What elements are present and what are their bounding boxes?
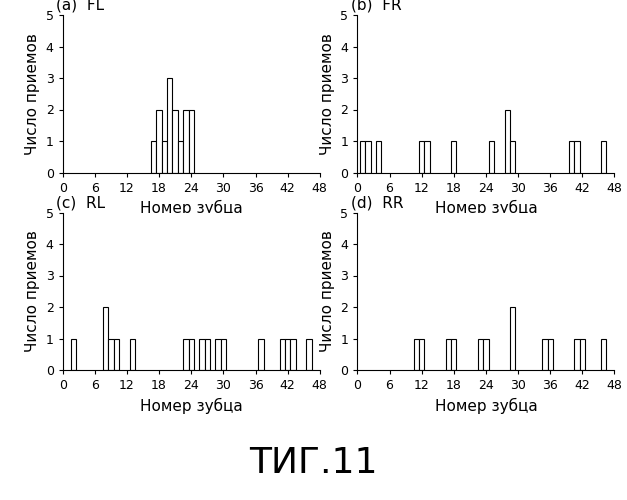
Bar [510, 307, 515, 370]
Bar [204, 338, 210, 370]
Bar [71, 338, 76, 370]
Bar [162, 141, 167, 172]
Bar [366, 141, 371, 172]
Bar [178, 141, 183, 172]
X-axis label: Номер зубца: Номер зубца [435, 398, 537, 413]
Bar [113, 338, 119, 370]
Bar [601, 338, 606, 370]
Text: (c)  RL: (c) RL [56, 195, 105, 210]
Bar [505, 110, 510, 172]
Bar [290, 338, 296, 370]
Bar [258, 338, 263, 370]
Bar [183, 338, 189, 370]
Bar [280, 338, 285, 370]
Text: (b)  FR: (b) FR [351, 0, 402, 12]
Bar [478, 338, 483, 370]
Bar [451, 141, 456, 172]
Bar [167, 78, 172, 172]
Y-axis label: Число приемов: Число приемов [320, 33, 335, 154]
Bar [579, 338, 585, 370]
X-axis label: Номер зубца: Номер зубца [435, 200, 537, 216]
Bar [419, 338, 424, 370]
Text: ΤИГ.11: ΤИГ.11 [250, 446, 377, 480]
X-axis label: Номер зубца: Номер зубца [140, 398, 243, 413]
Bar [488, 141, 494, 172]
Bar [221, 338, 226, 370]
Bar [574, 338, 579, 370]
Bar [601, 141, 606, 172]
Y-axis label: Число приемов: Число приемов [25, 230, 40, 352]
Bar [451, 338, 456, 370]
Bar [130, 338, 135, 370]
Bar [414, 338, 419, 370]
Bar [108, 338, 113, 370]
Bar [156, 110, 162, 172]
Bar [189, 110, 194, 172]
Bar [483, 338, 488, 370]
X-axis label: Номер зубца: Номер зубца [140, 200, 243, 216]
Bar [189, 338, 194, 370]
Bar [542, 338, 547, 370]
Bar [424, 141, 429, 172]
Bar [307, 338, 312, 370]
Bar [419, 141, 424, 172]
Bar [183, 110, 189, 172]
Bar [547, 338, 553, 370]
Bar [172, 110, 178, 172]
Bar [215, 338, 221, 370]
Bar [510, 141, 515, 172]
Bar [446, 338, 451, 370]
Bar [151, 141, 156, 172]
Text: (a)  FL: (a) FL [56, 0, 105, 12]
Bar [285, 338, 290, 370]
Y-axis label: Число приемов: Число приемов [25, 33, 40, 154]
Text: (d)  RR: (d) RR [351, 195, 404, 210]
Bar [199, 338, 204, 370]
Bar [360, 141, 366, 172]
Bar [574, 141, 579, 172]
Bar [376, 141, 381, 172]
Bar [103, 307, 108, 370]
Y-axis label: Число приемов: Число приемов [320, 230, 335, 352]
Bar [569, 141, 574, 172]
